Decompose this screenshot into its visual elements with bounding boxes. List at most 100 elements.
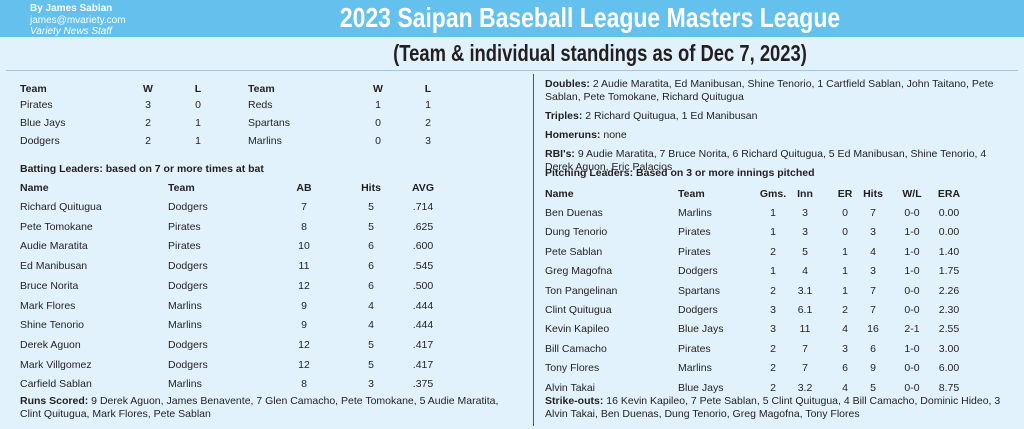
cell: .625 — [412, 220, 434, 233]
cell: 3 — [842, 342, 848, 355]
cell: 2-1 — [904, 323, 920, 336]
cell: 0 — [195, 99, 201, 111]
cell: 4 — [368, 319, 374, 332]
cell: 6.1 — [797, 304, 813, 316]
cell: 1 — [770, 207, 776, 219]
cell: Dodgers — [678, 265, 718, 278]
cell: 4 — [802, 265, 808, 278]
cell: Marlins — [168, 319, 202, 332]
cell: .444 — [412, 319, 434, 332]
cell: 6 — [842, 362, 848, 375]
cell: 8.75 — [938, 381, 960, 394]
column-header: Name — [20, 182, 49, 194]
cell: 6 — [368, 260, 374, 273]
cell: Dodgers — [678, 304, 718, 316]
cell: 0 — [375, 117, 381, 129]
cell: 9 — [301, 319, 307, 332]
cell: 3 — [870, 226, 876, 239]
cell: .375 — [412, 378, 434, 391]
cell: 16 — [867, 323, 879, 336]
title: 2023 Saipan Baseball League Masters Leag… — [339, 2, 841, 33]
cell: .417 — [412, 358, 434, 371]
note: Doubles: 2 Audie Maratita, Ed Manibusan,… — [545, 78, 1015, 104]
cell: Reds — [248, 99, 273, 111]
cell: 7 — [301, 201, 307, 213]
cell: 7 — [870, 304, 876, 316]
cell: .600 — [412, 240, 434, 253]
cell: 5 — [368, 220, 374, 233]
cell: Blue Jays — [678, 323, 724, 336]
column-header: Team — [248, 83, 275, 95]
column-header: W — [373, 83, 383, 95]
note-label: RBI's: — [545, 148, 575, 160]
column-header: Hits — [361, 182, 381, 194]
column-header: Team — [168, 182, 195, 194]
cell: 10 — [298, 240, 310, 253]
note-label: Strike-outs: — [545, 395, 604, 407]
cell: 4 — [842, 323, 848, 336]
cell: Blue Jays — [678, 381, 724, 394]
note: Triples: 2 Richard Quitugua, 1 Ed Manibu… — [545, 110, 1015, 123]
cell: 4 — [870, 245, 876, 258]
cell: 7 — [802, 342, 808, 355]
cell: 11 — [298, 260, 310, 273]
cell: 1 — [842, 265, 848, 278]
cell: 4 — [842, 381, 848, 394]
cell: 6 — [368, 279, 374, 292]
cell: Carfield Sablan — [20, 378, 92, 391]
note-text: 2 Audie Maratita, Ed Manibusan, Shine Te… — [545, 78, 994, 103]
cell: 2.26 — [938, 284, 960, 297]
cell: 1-0 — [904, 342, 920, 355]
cell: 5 — [368, 338, 374, 351]
cell: Ed Manibusan — [20, 260, 88, 273]
cell: 9 — [870, 362, 876, 375]
cell: Shine Tenorio — [20, 319, 85, 332]
note-label: Runs Scored: — [20, 395, 89, 407]
cell: Pirates — [678, 342, 711, 355]
cell: 3 — [368, 378, 374, 391]
cell: 2 — [842, 304, 848, 316]
cell: 0-0 — [904, 362, 920, 375]
cell: 1-0 — [904, 226, 920, 239]
cell: Kevin Kapileo — [545, 323, 610, 336]
note-text: 9 Derek Aguon, James Benavente, 7 Glen C… — [20, 395, 499, 420]
note-label: Homeruns: — [545, 129, 601, 141]
cell: Dodgers — [168, 338, 208, 351]
cell: 7 — [870, 284, 876, 297]
cell: Spartans — [678, 284, 721, 297]
byline: By James Sablan — [30, 3, 113, 14]
rule — [6, 70, 1018, 71]
cell: 2 — [770, 381, 776, 394]
cell: Tony Flores — [545, 362, 600, 375]
cell: 3 — [870, 265, 876, 278]
cell: Dodgers — [168, 279, 208, 292]
header-band — [0, 0, 1024, 37]
cell: 2 — [770, 284, 776, 297]
cell: 9 — [301, 299, 307, 312]
cell: 1.75 — [938, 265, 960, 278]
cell: Dodgers — [168, 201, 208, 213]
column-header: Gms. — [759, 188, 787, 200]
divider — [533, 74, 534, 426]
note-text: 2 Richard Quitugua, 1 Ed Manibusan — [582, 110, 758, 122]
cell: 3.2 — [797, 381, 813, 394]
cell: Dodgers — [168, 260, 208, 273]
cell: 3 — [770, 323, 776, 336]
cell: 5 — [870, 381, 876, 394]
cell: .417 — [412, 338, 434, 351]
cell: 4 — [368, 299, 374, 312]
section-title: Batting Leaders: based on 7 or more time… — [20, 163, 264, 175]
column-header: ER — [837, 188, 853, 200]
cell: 3 — [802, 207, 808, 219]
column-header: Inn — [797, 188, 813, 200]
cell: Pirates — [678, 245, 711, 258]
cell: Marlins — [678, 207, 712, 219]
cell: Bruce Norita — [20, 279, 79, 292]
cell: 0-0 — [904, 207, 920, 219]
note: Homeruns: none — [545, 129, 1015, 142]
cell: 3 — [425, 135, 431, 147]
cell: 3.1 — [797, 284, 813, 297]
note-label: Doubles: — [545, 78, 590, 90]
cell: 7 — [870, 207, 876, 219]
